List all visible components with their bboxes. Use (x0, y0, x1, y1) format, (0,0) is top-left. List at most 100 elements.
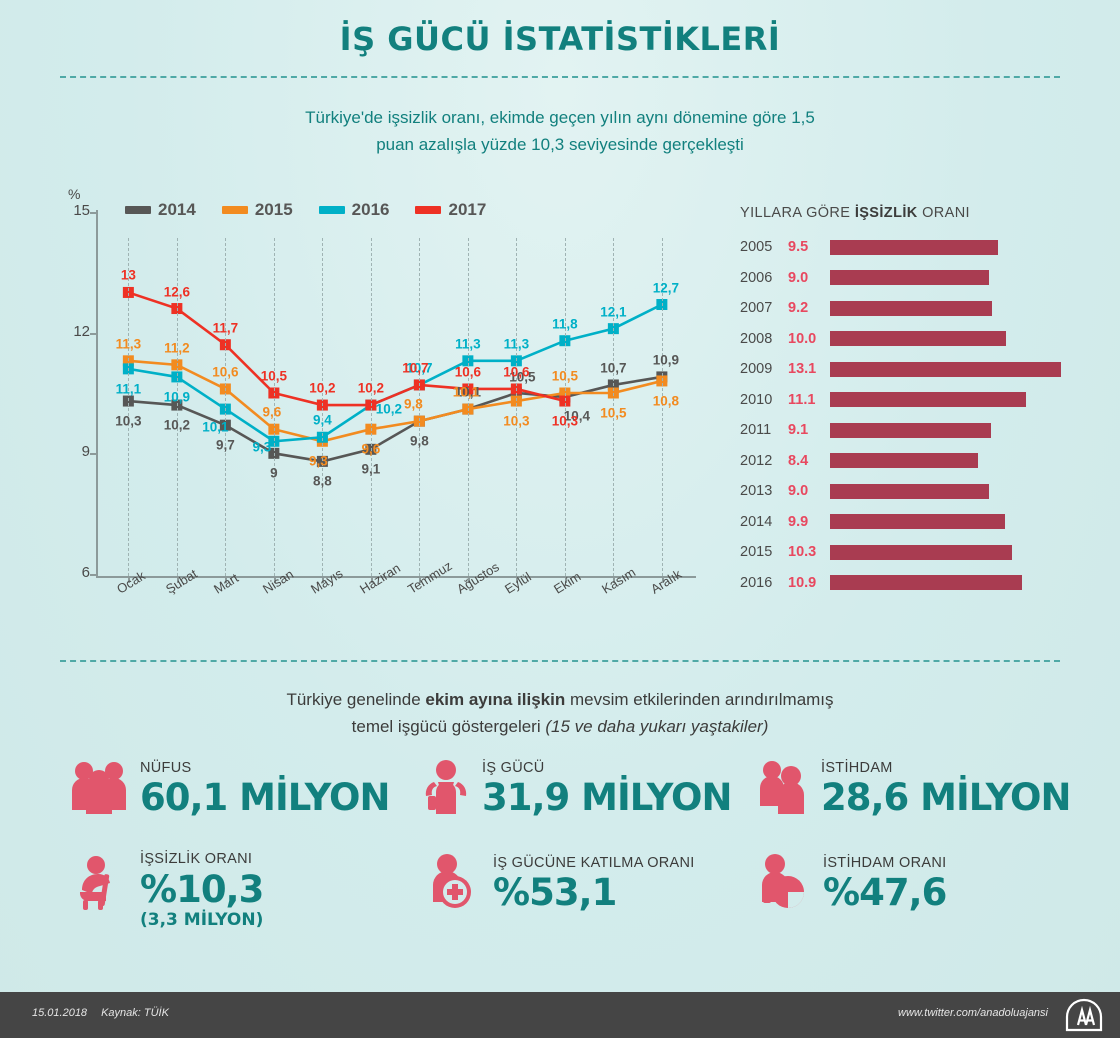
gridline (225, 238, 227, 576)
x-tick-mark (419, 576, 422, 583)
x-tick-mark (128, 576, 131, 583)
bar-row[interactable]: 2012 8.4 (740, 451, 1070, 471)
value-label-2015-Ekim: 10,5 (551, 368, 578, 384)
stat-istihdam: İSTİHDAM 28,6 MİLYON (755, 758, 1071, 819)
bar-fill-2015 (830, 544, 1012, 560)
stat-istihdam-text: İSTİHDAM 28,6 MİLYON (821, 759, 1071, 817)
gridline (128, 238, 130, 576)
bar-row[interactable]: 2008 10.0 (740, 329, 1070, 349)
bar-row[interactable]: 2013 9.0 (740, 481, 1070, 501)
bar-value-2011: 9.1 (788, 422, 809, 438)
gridline (564, 238, 566, 576)
bar-year-2005: 2005 (740, 239, 773, 255)
stat-nufus-text: NÜFUS 60,1 MİLYON (140, 759, 390, 820)
stat-katilma-caption: İŞ GÜCÜNE KATILMA ORANI (493, 854, 695, 871)
legend-item-2014[interactable]: 2014 (125, 200, 196, 220)
stat-istihdam-caption: İSTİHDAM (821, 759, 893, 776)
bar-row[interactable]: 2010 11.1 (740, 390, 1070, 410)
bar-chart-panel: YILLARA GÖRE İŞSİZLİK ORANI 2005 9.5 2006 9… (740, 205, 1070, 603)
bottom-note-line-2: temel işgücü göstergeleri (15 ve daha yu… (160, 713, 960, 740)
bar-year-2012: 2012 (740, 452, 773, 469)
bar-year-2009: 2009 (740, 361, 773, 377)
note-1c: mevsim etkilerinden arındırılmamış (565, 690, 834, 709)
stat-katilma-orani: İŞ GÜCÜNE KATILMA ORANI %53,1 (425, 852, 695, 915)
x-axis-line (96, 576, 696, 578)
bar-row[interactable]: 2009 13.1 (740, 359, 1070, 379)
bar-row[interactable]: 2006 9.0 (740, 268, 1070, 288)
value-label-2015-Şubat: 11,2 (164, 340, 190, 356)
person-pie-icon (755, 852, 813, 915)
bar-fill-2009 (830, 361, 1062, 377)
y-tick-12: 12 (73, 322, 90, 340)
legend-swatch-2015 (221, 206, 248, 214)
y-axis-line (96, 210, 98, 578)
bar-row[interactable]: 2005 9.5 (740, 237, 1070, 257)
bar-value-2009: 13.1 (788, 361, 817, 377)
footer-bar: 15.01.2018 Kaynak: TÜİK www.twitter.com/a… (0, 992, 1120, 1038)
bar-row[interactable]: 2007 9.2 (740, 298, 1070, 318)
gridline (176, 238, 178, 576)
value-label-2014-Nisan: 9 (270, 465, 278, 481)
bar-track (830, 331, 1070, 346)
y-tick-9: 9 (81, 443, 90, 461)
value-label-2017-Ekim: 10,3 (551, 413, 578, 429)
footer-source: Kaynak: TÜİK (101, 1007, 169, 1019)
stat-isgucu: İŞ GÜCÜ 31,9 MİLYON (420, 758, 732, 819)
value-label-2016-Temmuz: 10,7 (406, 360, 433, 376)
bar-track (830, 392, 1070, 407)
bar-fill-2011 (830, 422, 991, 438)
value-label-2017-Eylül: 10,6 (503, 364, 530, 380)
value-label-2017-Temmuz: 10,7 (402, 360, 429, 376)
bar-row[interactable]: 2016 10.9 (740, 573, 1070, 593)
value-label-2014-Ağustos: 10,1 (454, 384, 481, 400)
value-label-2015-Ağustos: 10,1 (452, 384, 479, 400)
bar-year-2007: 2007 (740, 300, 773, 316)
x-tick-mark (322, 576, 325, 583)
x-tick-mark (225, 576, 228, 583)
worker-flex-icon (420, 758, 472, 819)
value-label-2017-Ocak: 13 (120, 267, 136, 283)
value-label-2014-Mayıs: 8,8 (312, 473, 332, 489)
divider-middle (60, 660, 1060, 662)
bar-fill-2012 (830, 453, 979, 468)
bar-value-2007: 9.2 (788, 300, 809, 316)
bar-fill-2010 (830, 392, 1026, 407)
legend-item-2017[interactable]: 2017 (415, 200, 486, 220)
bar-track (830, 361, 1070, 377)
bar-track (830, 270, 1070, 285)
stat-istihdam-orani-text: İSTİHDAM ORANI %47,6 (823, 856, 947, 912)
stat-isgucu-caption: İŞ GÜCÜ (482, 759, 545, 776)
value-label-2016-Ekim: 11,8 (552, 316, 578, 332)
value-label-2016-Şubat: 10,9 (163, 389, 190, 405)
footer-twitter[interactable]: www.twitter.com/anadoluajansi (898, 1007, 1048, 1019)
bar-row[interactable]: 2014 9.9 (740, 512, 1070, 532)
stat-issizlik-text: İŞSİZLİK ORANI %10,3 (3,3 MİLYON) (140, 852, 264, 930)
footer-date: 15.01.2018 (32, 1007, 88, 1019)
x-tick-mark (516, 576, 519, 583)
value-label-2015-Kasım: 10,5 (600, 405, 627, 421)
series-line-2015 (128, 359, 663, 443)
bar-fill-2006 (830, 270, 989, 285)
legend-swatch-2017 (415, 206, 442, 214)
gridline (661, 238, 663, 576)
bar-row[interactable]: 2015 10.3 (740, 542, 1070, 562)
value-label-2016-Aralık: 12,7 (652, 280, 679, 295)
x-tick-mark (564, 576, 567, 583)
bar-year-2010: 2010 (740, 391, 773, 408)
value-label-2015-Temmuz: 9,8 (403, 396, 423, 412)
stat-issizlik-sub: (3,3 MİLYON) (140, 909, 264, 930)
series-line-2017 (127, 291, 566, 407)
legend-item-2015[interactable]: 2015 (221, 200, 293, 220)
bar-value-2014: 9.9 (788, 513, 809, 530)
person-plus-icon (425, 852, 483, 915)
value-label-2014-Ocak: 10,3 (115, 413, 142, 429)
x-tick-mark (467, 576, 470, 583)
stat-katilma-value: %53,1 (493, 871, 617, 915)
stat-nufus-value: 60,1 MİLYON (140, 776, 390, 820)
legend-item-2016[interactable]: 2016 (318, 200, 389, 220)
bar-row[interactable]: 2011 9.1 (740, 420, 1070, 440)
legend-label-2014: 2014 (158, 200, 196, 219)
stat-nufus-caption: NÜFUS (140, 759, 192, 776)
y-tick-mark (90, 212, 97, 214)
bar-fill-2005 (830, 239, 998, 255)
